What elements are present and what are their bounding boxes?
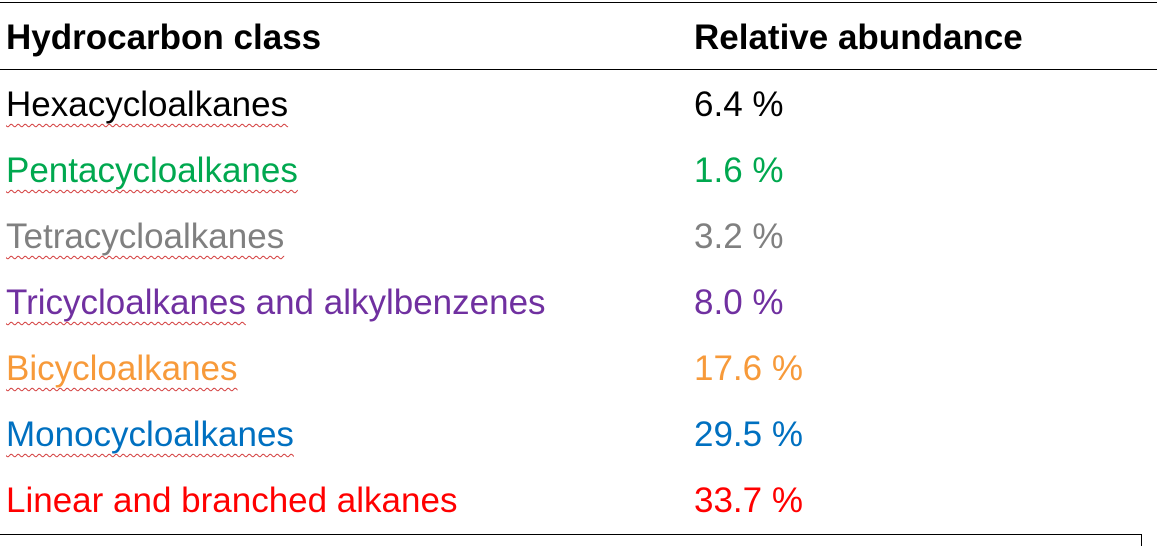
row-abundance-value: 6.4 %	[694, 85, 784, 124]
header-relative-abundance: Relative abundance	[694, 18, 1023, 57]
row-abundance-value: 1.6 %	[694, 151, 784, 190]
table-row: Pentacycloalkanes 1.6 %	[0, 139, 1157, 205]
row-abundance-value: 33.7 %	[694, 481, 803, 520]
row-class-label-part: Tricycloalkanes	[6, 283, 246, 322]
row-abundance-value: 17.6 %	[694, 349, 803, 388]
header-hydrocarbon-class: Hydrocarbon class	[6, 18, 322, 57]
row-class-label: Monocycloalkanes	[6, 415, 294, 454]
row-class-label: Pentacycloalkanes	[6, 151, 298, 190]
row-class-label-part: and alkylbenzenes	[245, 283, 546, 322]
table-row: Tricycloalkanes and alkylbenzenes 8.0 %	[0, 271, 1157, 337]
table-row: Hexacycloalkanes 6.4 %	[0, 73, 1157, 139]
row-class-label: Bicycloalkanes	[6, 349, 238, 388]
row-abundance-value: 3.2 %	[694, 217, 784, 256]
table-row: Monocycloalkanes 29.5 %	[0, 403, 1157, 469]
row-class-label: Tricycloalkanes and alkylbenzenes	[6, 279, 546, 327]
table-row: Bicycloalkanes 17.6 %	[0, 337, 1157, 403]
row-class-label: Linear and branched alkanes	[6, 481, 458, 520]
row-class-label: Hexacycloalkanes	[6, 85, 289, 124]
row-abundance-value: 8.0 %	[694, 283, 784, 322]
table-row: Linear and branched alkanes 33.7 %	[0, 469, 1157, 535]
table-corner-tick	[1141, 534, 1142, 546]
table-header-rule	[0, 69, 1157, 70]
table-row: Tetracycloalkanes 3.2 %	[0, 205, 1157, 271]
row-class-label: Tetracycloalkanes	[6, 217, 285, 256]
table-bottom-rule	[0, 534, 1141, 535]
table-top-rule	[0, 2, 1157, 3]
row-abundance-value: 29.5 %	[694, 415, 803, 454]
